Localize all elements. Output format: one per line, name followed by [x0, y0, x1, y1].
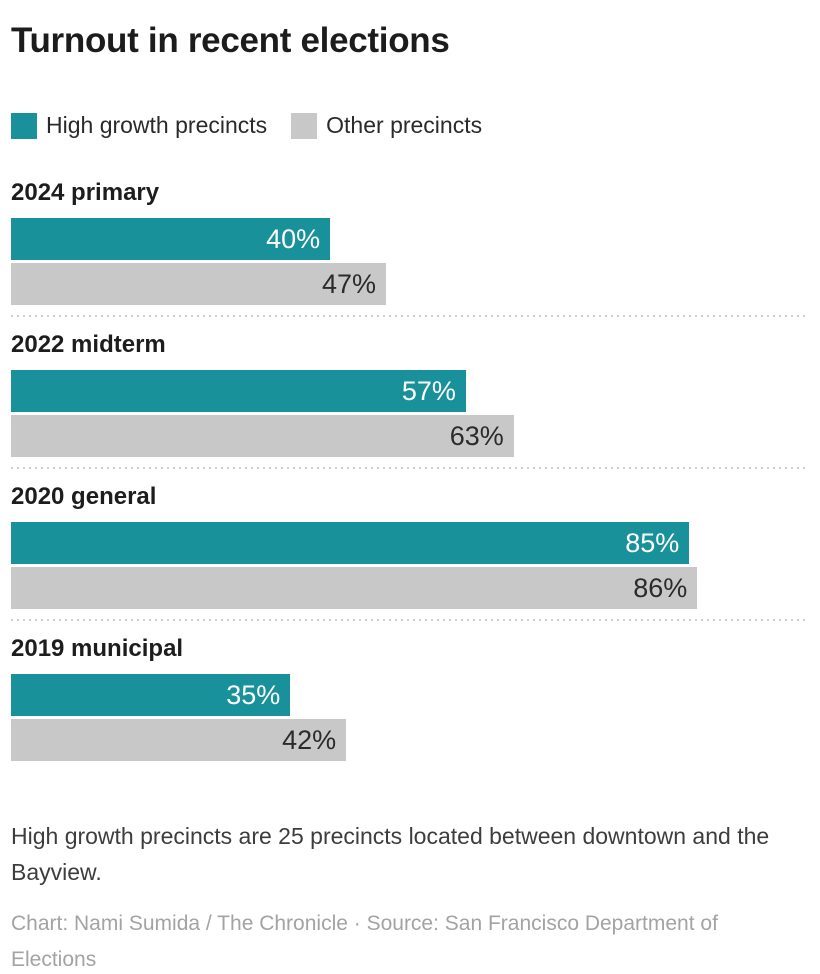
bar-group: 2019 municipal 35% 42% — [11, 635, 809, 761]
group-label: 2019 municipal — [11, 635, 184, 662]
legend-swatch-other — [291, 112, 318, 139]
bar-group: 2020 general 85% 86% — [11, 483, 809, 621]
legend-item-other: Other precincts — [291, 112, 482, 139]
bar-group: 2022 midterm 57% 63% — [11, 331, 809, 469]
bar-other: 42% — [11, 719, 347, 761]
legend-swatch-high-growth — [11, 112, 37, 139]
bar-value-other: 63% — [449, 420, 504, 451]
chart-title: Turnout in recent elections — [11, 21, 450, 60]
bar-other: 63% — [11, 415, 514, 457]
group-divider — [11, 315, 809, 317]
legend: High growth precincts Other precincts — [11, 112, 809, 139]
bar-value-high-growth: 85% — [625, 527, 680, 558]
bar-high-growth: 40% — [11, 218, 331, 260]
bar-other: 86% — [11, 567, 698, 609]
bar-groups: 2024 primary 40% 47% 2022 midterm 57% 63… — [11, 179, 809, 761]
bar-value-other: 86% — [633, 572, 688, 603]
group-divider — [11, 619, 809, 621]
legend-item-high-growth: High growth precincts — [11, 112, 267, 139]
bar-value-other: 42% — [282, 724, 337, 755]
bar-group: 2024 primary 40% 47% — [11, 179, 809, 317]
group-label: 2020 general — [11, 483, 157, 510]
legend-label-high-growth: High growth precincts — [46, 112, 268, 138]
bar-high-growth: 57% — [11, 370, 466, 412]
group-label: 2024 primary — [11, 179, 160, 206]
bar-high-growth: 85% — [11, 522, 690, 564]
credit-text: Chart: Nami Sumida / The Chronicle · Sou… — [11, 912, 718, 971]
group-label: 2022 midterm — [11, 331, 166, 358]
legend-label-other: Other precincts — [326, 112, 483, 138]
bar-high-growth: 35% — [11, 674, 291, 716]
bar-value-high-growth: 40% — [266, 223, 321, 254]
bar-value-other: 47% — [322, 268, 377, 299]
bar-other: 47% — [11, 263, 387, 305]
group-divider — [11, 467, 809, 469]
bar-value-high-growth: 35% — [226, 679, 281, 710]
note-text: High growth precincts are 25 precincts l… — [11, 823, 770, 885]
bar-value-high-growth: 57% — [401, 375, 456, 406]
